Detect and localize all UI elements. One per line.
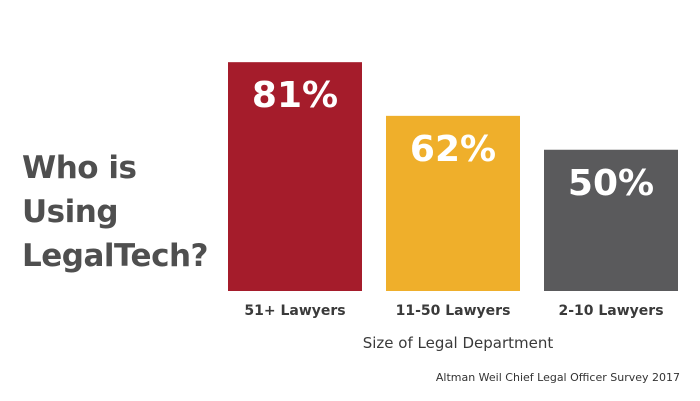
bars-group: [228, 62, 678, 291]
category-label-51-lawyers: 51+ Lawyers: [244, 303, 345, 319]
bar-51-lawyers: [228, 62, 362, 291]
chart-title: Who is Using LegalTech?: [22, 150, 209, 274]
category-labels-group: 51+ Lawyers 11-50 Lawyers 2-10 Lawyers: [244, 303, 663, 319]
bar-2-10-lawyers: [544, 149, 678, 291]
value-label-2-10-lawyers: 50%: [568, 163, 654, 204]
category-label-11-50-lawyers: 11-50 Lawyers: [396, 303, 511, 319]
value-label-51-lawyers: 81%: [252, 75, 338, 116]
value-labels-group: 81% 62% 50%: [252, 75, 654, 204]
category-label-2-10-lawyers: 2-10 Lawyers: [558, 303, 663, 319]
value-label-11-50-lawyers: 62%: [410, 129, 496, 170]
source-note: Altman Weil Chief Legal Officer Survey 2…: [435, 371, 680, 384]
bar-11-50-lawyers: [386, 115, 520, 291]
x-axis-label: Size of Legal Department: [363, 334, 554, 352]
